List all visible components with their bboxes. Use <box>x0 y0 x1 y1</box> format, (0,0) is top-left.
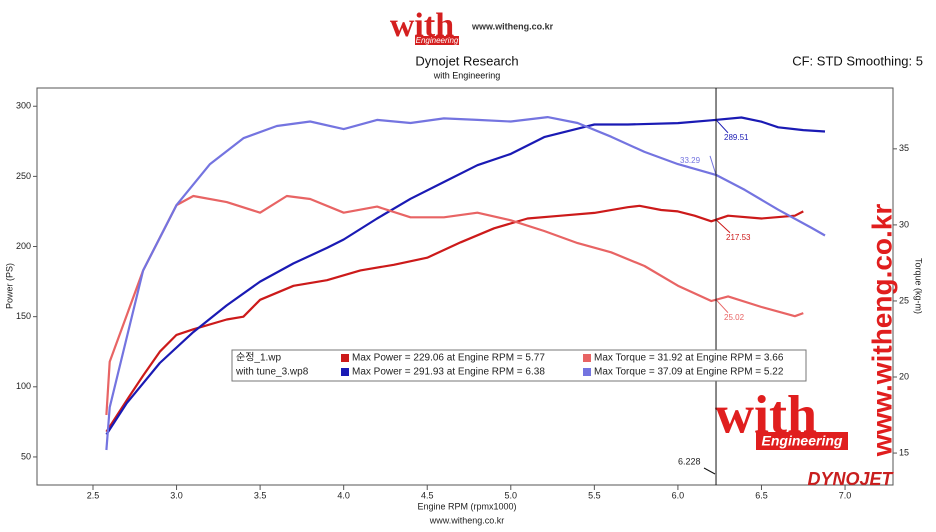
x-tick-label: 7.0 <box>839 490 852 500</box>
legend-file: with tune_3.wp8 <box>235 367 309 378</box>
legend-box <box>231 349 807 382</box>
y-tick-label: 100 <box>16 381 31 391</box>
cursor-label-arrow <box>703 467 716 475</box>
watermark-url: www.witheng.co.kr <box>866 204 897 458</box>
x-tick-label: 5.0 <box>505 490 518 500</box>
y2-tick-label: 30 <box>899 219 909 229</box>
cursor-arrow <box>715 299 729 314</box>
logo-tag-bg <box>415 36 459 45</box>
x-tick-label: 5.5 <box>588 490 601 500</box>
series-line <box>105 194 804 416</box>
y2-tick-label: 35 <box>899 143 909 153</box>
cursor-value-label: 33.29 <box>680 156 701 165</box>
x-tick-label: 2.5 <box>87 490 100 500</box>
y-tick-label: 200 <box>16 241 31 251</box>
legend-swatch <box>583 354 591 362</box>
x-tick-label: 4.0 <box>337 490 350 500</box>
y2-tick-label: 15 <box>899 447 909 457</box>
cursor-value-label: 217.53 <box>726 233 751 242</box>
chart-title: Dynojet Research <box>415 53 518 68</box>
y-tick-label: 50 <box>21 451 31 461</box>
series-line <box>105 116 826 451</box>
cursor-value-label: 25.02 <box>724 313 745 322</box>
y2-axis-title: Torque (kg-m) <box>914 258 924 314</box>
watermark-tag-bg <box>756 432 848 450</box>
x-axis-title: Engine RPM (rpmx1000) <box>417 501 516 511</box>
footer: www.witheng.co.kr <box>429 515 505 525</box>
cursor-label: 6.228 <box>678 456 701 466</box>
legend-swatch <box>583 368 591 376</box>
settings-text: CF: STD Smoothing: 5 <box>792 53 923 68</box>
legend-label: Max Torque = 31.92 at Engine RPM = 3.66 <box>594 353 784 364</box>
legend-label: Max Power = 229.06 at Engine RPM = 5.77 <box>352 353 545 364</box>
plot-frame <box>36 87 894 486</box>
x-tick-label: 6.0 <box>672 490 685 500</box>
y2-tick-label: 25 <box>899 295 909 305</box>
y-tick-label: 300 <box>16 101 31 111</box>
x-tick-label: 3.0 <box>170 490 183 500</box>
x-tick-label: 4.5 <box>421 490 434 500</box>
x-tick-label: 6.5 <box>755 490 768 500</box>
cursor-arrow <box>709 155 717 176</box>
watermark-tag: Engineering <box>762 433 843 449</box>
y-tick-label: 150 <box>16 311 31 321</box>
cursor-arrow <box>715 119 729 134</box>
legend-label: Max Power = 291.93 at Engine RPM = 6.38 <box>352 367 545 378</box>
logo-url: www.witheng.co.kr <box>471 21 554 31</box>
y-tick-label: 250 <box>16 171 31 181</box>
legend-swatch <box>341 368 349 376</box>
logo-tag: Engineering <box>416 36 459 45</box>
y-axis-title: Power (PS) <box>4 263 14 309</box>
legend-label: Max Torque = 37.09 at Engine RPM = 5.22 <box>594 367 784 378</box>
x-tick-label: 3.5 <box>254 490 267 500</box>
cursor-arrow <box>715 219 731 234</box>
legend-file: 순정_1.wp <box>236 352 282 364</box>
watermark-maker: DYNOJET <box>807 469 894 489</box>
series-line <box>105 204 804 433</box>
series-line <box>105 116 826 436</box>
chart-subtitle: with Engineering <box>433 70 501 80</box>
y2-tick-label: 20 <box>899 371 909 381</box>
cursor-value-label: 289.51 <box>724 133 749 142</box>
legend-swatch <box>341 354 349 362</box>
